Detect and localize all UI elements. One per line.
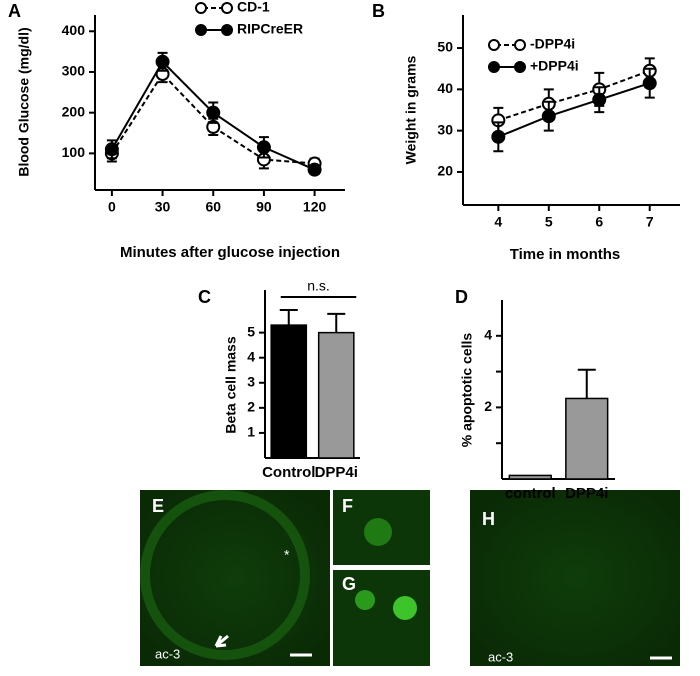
cell <box>364 518 392 546</box>
legend-label: +DPP4i <box>530 58 579 74</box>
micrograph <box>470 490 680 666</box>
image-panels: E ac-3 * F G H ac-3 <box>140 490 680 666</box>
micrograph <box>333 570 430 666</box>
marker <box>256 140 271 155</box>
legend-label: RIPCreER <box>237 21 303 37</box>
legend-marker <box>195 24 207 36</box>
x-tick-label: 120 <box>303 199 327 215</box>
bar <box>565 397 609 480</box>
x-tick-label: 90 <box>256 199 272 215</box>
panel-label: E <box>152 496 164 516</box>
y-tick-label: 400 <box>62 22 86 38</box>
y-tick-label: 1 <box>247 424 255 440</box>
x-tick-label: 5 <box>545 214 553 230</box>
legend-marker <box>221 24 233 36</box>
marker-label: * <box>284 547 290 563</box>
x-tick-label: 30 <box>155 199 171 215</box>
stain-label: ac-3 <box>488 649 513 664</box>
x-tick-label: DPP4i <box>565 485 608 502</box>
legend-marker <box>514 61 526 73</box>
x-tick-label: 7 <box>646 214 654 230</box>
legend-label: -DPP4i <box>530 36 575 52</box>
x-axis-label: Time in months <box>510 246 621 263</box>
marker <box>206 105 221 120</box>
y-axis-label: % apoptotic cells <box>459 333 475 448</box>
y-axis-label: Weight in grams <box>403 55 419 164</box>
y-tick-label: 4 <box>247 348 255 364</box>
legend-marker <box>221 2 233 14</box>
marker <box>592 92 607 107</box>
marker <box>491 129 506 144</box>
x-tick-label: 60 <box>205 199 221 215</box>
x-tick-label: control <box>505 485 556 502</box>
cell <box>393 596 417 620</box>
panel-label: D <box>455 287 468 307</box>
islet <box>140 490 310 660</box>
series-line <box>498 69 651 122</box>
legend-marker <box>514 39 526 51</box>
arrow <box>214 634 229 648</box>
y-tick-label: 2 <box>484 398 492 414</box>
marker <box>307 162 322 177</box>
series-line <box>497 82 651 138</box>
marker <box>104 142 119 157</box>
legend-marker <box>488 39 500 51</box>
x-tick-label: 0 <box>108 199 116 215</box>
panel-label: H <box>482 509 495 529</box>
bar <box>270 324 308 459</box>
cell <box>355 590 375 610</box>
error-bar <box>327 312 346 333</box>
legend-label: CD-1 <box>237 0 270 15</box>
panel-label: F <box>342 496 353 516</box>
marker <box>155 54 170 69</box>
y-tick-label: 30 <box>437 121 453 137</box>
x-tick-label: DPP4i <box>315 464 358 481</box>
y-tick-label: 3 <box>247 373 255 389</box>
x-axis-label: Minutes after glucose injection <box>120 244 340 261</box>
x-tick-label: 6 <box>595 214 603 230</box>
bar <box>508 474 552 480</box>
panel-label: G <box>342 574 356 594</box>
error-bar <box>279 309 298 326</box>
legend-marker <box>195 2 207 14</box>
y-tick-label: 100 <box>62 144 86 160</box>
stain-label: ac-3 <box>155 646 180 661</box>
x-tick-label: 4 <box>494 214 502 230</box>
y-axis-label: Beta cell mass <box>223 336 239 433</box>
significance-label: n.s. <box>307 278 330 294</box>
panel-label: A <box>8 1 21 21</box>
y-tick-label: 300 <box>62 63 86 79</box>
series-line <box>111 72 315 165</box>
marker <box>541 109 556 124</box>
error-bar <box>577 368 596 399</box>
panel-label: C <box>198 287 211 307</box>
y-tick-label: 5 <box>247 323 255 339</box>
y-tick-label: 40 <box>437 80 453 96</box>
y-axis-label: Blood Glucose (mg/dl) <box>16 27 32 176</box>
y-tick-label: 50 <box>437 39 453 55</box>
panel-label: B <box>372 1 385 21</box>
x-tick-label: Control <box>262 464 315 481</box>
y-tick-label: 4 <box>484 327 492 343</box>
y-tick-label: 2 <box>247 399 255 415</box>
marker <box>642 76 657 91</box>
legend-marker <box>488 61 500 73</box>
bar <box>317 331 355 459</box>
y-tick-label: 20 <box>437 163 453 179</box>
y-tick-label: 200 <box>62 103 86 119</box>
